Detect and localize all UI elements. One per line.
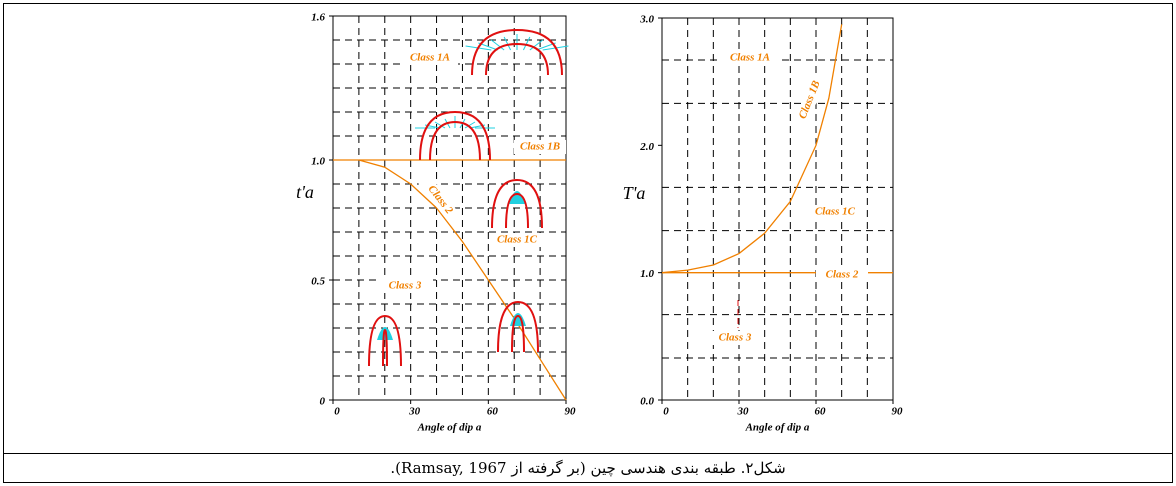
series-label-group: Class 2 [418, 175, 462, 225]
fold-icon [368, 314, 402, 367]
fold-fan [434, 121, 446, 129]
annotation: Class 3 [719, 332, 752, 344]
fold-icon [465, 28, 569, 76]
plot-border [332, 15, 567, 401]
x-tick-label: 60 [487, 406, 499, 418]
fold-inner [382, 328, 388, 367]
label-bg [418, 175, 462, 225]
x-axis-label: Angle of dip a [745, 422, 810, 434]
fold-fan [522, 36, 531, 51]
series-label: Class 2 [826, 269, 859, 281]
x-tick-label: 30 [408, 406, 421, 418]
y-tick-label: 2.0 [639, 141, 654, 153]
y-tick-label: 0 [320, 396, 326, 408]
x-tick-label: 90 [892, 406, 904, 418]
series-line [358, 159, 567, 401]
series-label-group: Class 2 [816, 268, 868, 282]
label-bg [807, 205, 863, 219]
y-axis-label: t'a [296, 182, 314, 202]
fold-icon [491, 178, 543, 229]
fold-inner [485, 42, 549, 76]
fold-outer [491, 178, 543, 229]
label-bg [402, 51, 458, 65]
x-axis-label: Angle of dip a [417, 422, 482, 434]
y-tick-label: 0.0 [640, 396, 654, 408]
fold-inner [511, 314, 525, 353]
label-bg [377, 279, 433, 293]
series-line [661, 24, 843, 274]
y-tick-label: 3.0 [639, 14, 654, 26]
fold-outer [471, 28, 563, 76]
y-tick-label: 1.0 [311, 156, 325, 168]
fold-core [377, 327, 393, 340]
fold-fill [498, 302, 538, 352]
caption: شکل۲. طبقه بندی هندسی چین (بر گرفته از R… [390, 459, 786, 477]
x-tick-label: 30 [737, 406, 750, 418]
fold-inner [505, 192, 529, 229]
fold-inner [429, 120, 481, 161]
y-tick-label: 0.5 [311, 276, 325, 288]
series-label: Class 1B [797, 79, 823, 121]
y-tick-label: 1.0 [640, 268, 654, 280]
label-bg [722, 51, 778, 65]
fold-icon [497, 300, 539, 353]
fold-icon [415, 110, 495, 161]
series-label-group: Class 1B [793, 73, 827, 127]
series-label: Class 1B [520, 141, 560, 153]
fold-outer [368, 314, 402, 367]
x-tick-label: 0 [663, 406, 669, 418]
y-tick-label: 1.6 [311, 12, 325, 24]
series-label-group: Class 1B [514, 140, 566, 154]
label-bg [793, 73, 827, 127]
fold-outer [419, 110, 491, 161]
label-bg [489, 233, 545, 247]
y-axis-label: T'a [623, 183, 646, 203]
fold-fan [464, 121, 476, 129]
fold-fan [529, 39, 544, 51]
annotation: Class 1A [410, 52, 450, 64]
x-tick-label: 60 [815, 406, 827, 418]
x-tick-label: 0 [334, 406, 340, 418]
x-tick-label: 90 [565, 406, 577, 418]
label-bg [816, 268, 868, 282]
fold-fan [490, 39, 505, 51]
plot-border [661, 17, 894, 401]
annotation: Class 1A [730, 52, 770, 64]
label-bg [514, 140, 566, 154]
fold-fan [503, 36, 512, 51]
frame [3, 3, 1173, 483]
annotation: Class 1C [815, 206, 856, 218]
annotation: Class 1C [497, 234, 538, 246]
label-bg [707, 331, 763, 345]
annotation: Class 3 [389, 280, 422, 292]
fold-outer [497, 300, 539, 353]
